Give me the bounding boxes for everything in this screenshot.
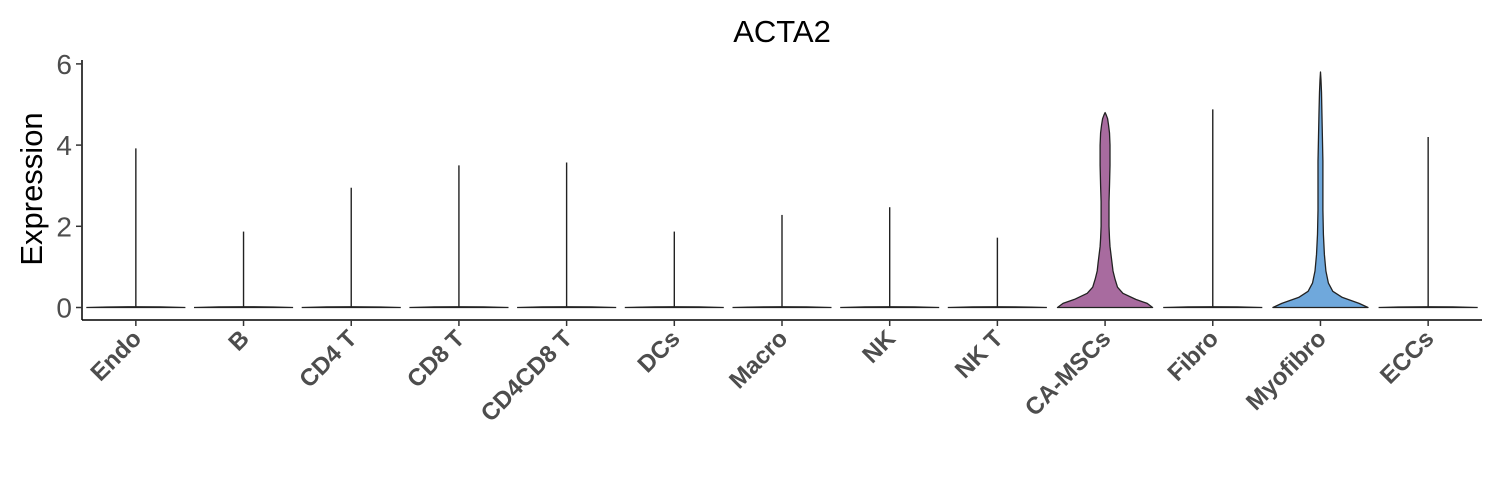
x-tick-label: Fibro: [1163, 325, 1225, 387]
x-tick-label: CA-MSCs: [1020, 325, 1116, 421]
x-tick-label: NK: [857, 325, 901, 369]
y-tick-label: 6: [56, 49, 72, 80]
violin-myofibro: [1272, 71, 1369, 309]
x-tick-label: Myofibro: [1241, 325, 1332, 416]
y-tick-label: 4: [56, 130, 72, 161]
y-ticks: 0 2 4 6: [56, 49, 82, 324]
x-tick-label: CD4 T: [294, 325, 362, 393]
y-tick-label: 2: [56, 211, 72, 242]
x-tick-label: B: [223, 325, 254, 356]
x-tick-label: CD4CD8 T: [476, 325, 578, 427]
violin-ca-mscs: [1056, 111, 1154, 309]
x-ticks: Endo B CD4 T CD8 T CD4CD8 T DCs Macro NK NK T CA-…: [86, 320, 1439, 427]
x-tick-label: DCs: [632, 325, 685, 378]
x-tick-label: Endo: [86, 325, 148, 387]
y-tick-label: 0: [56, 293, 72, 324]
x-tick-label: ECCs: [1375, 325, 1439, 389]
x-tick-label: NK T: [950, 325, 1009, 384]
chart-title: ACTA2: [733, 14, 831, 49]
violins: [86, 71, 1478, 309]
y-axis-label: Expression: [14, 112, 49, 265]
x-tick-label: CD8 T: [402, 325, 470, 393]
x-tick-label: Macro: [724, 325, 793, 394]
